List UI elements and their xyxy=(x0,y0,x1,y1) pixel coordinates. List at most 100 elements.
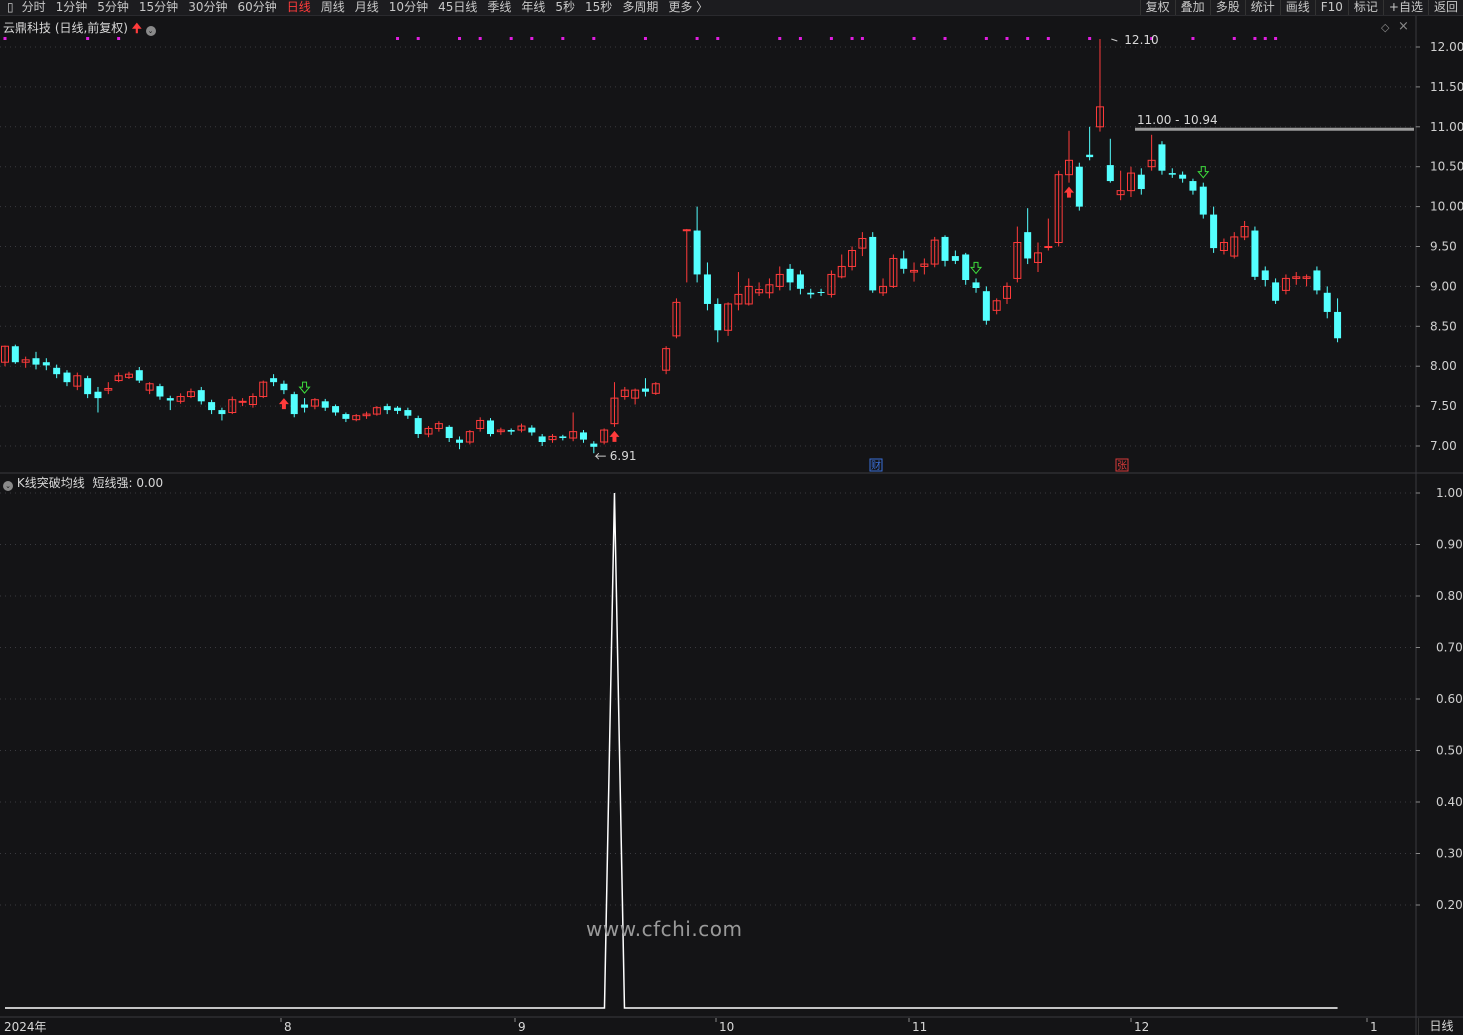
period-tab[interactable]: 日线 xyxy=(286,0,311,14)
signal-dot xyxy=(716,37,720,40)
signal-dot xyxy=(912,37,916,40)
candle-body-down xyxy=(1313,270,1321,291)
diamond-icon[interactable]: ◇ xyxy=(1381,21,1390,34)
high-pointer xyxy=(1111,38,1118,42)
period-tab[interactable]: 15秒 xyxy=(585,0,613,14)
candle-body-up xyxy=(362,413,371,417)
price-tick-label: 11.50 xyxy=(1430,80,1463,94)
period-tab[interactable]: 30分钟 xyxy=(188,0,228,14)
candle-body-up xyxy=(73,375,82,387)
candle-body-down xyxy=(208,402,216,411)
candle-body-down xyxy=(714,303,722,331)
event-marker-box xyxy=(869,458,883,472)
price-tick-label: 8.00 xyxy=(1430,359,1457,373)
candle-body-down xyxy=(786,268,794,283)
toolbar-action-button[interactable]: 复权 xyxy=(1139,0,1175,15)
candle-body-up xyxy=(734,293,743,305)
candle-body-up xyxy=(548,435,557,441)
signal-dot xyxy=(1046,37,1050,40)
panel-toggle-icon[interactable]: ▯ xyxy=(7,0,14,14)
candle-body-down xyxy=(1272,282,1280,301)
settings-circle-icon[interactable]: ⌄ xyxy=(145,26,156,36)
toolbar-action-button[interactable]: +自选 xyxy=(1382,0,1428,15)
candle-body-down xyxy=(590,443,598,447)
close-icon[interactable]: × xyxy=(1398,19,1409,34)
signal-dot xyxy=(117,37,121,40)
indicator-tick-label: 0.70 xyxy=(1436,641,1463,655)
period-tab[interactable]: 10分钟 xyxy=(388,0,429,14)
price-tick-label: 7.50 xyxy=(1430,399,1457,413)
toolbar-action-button[interactable]: 叠加 xyxy=(1174,0,1210,15)
chart-area[interactable]: 7.007.508.008.509.009.5010.0010.5011.001… xyxy=(0,16,1463,1035)
toolbar-action-button[interactable]: 统计 xyxy=(1244,0,1280,15)
candle-body-down xyxy=(1251,230,1259,277)
candle-body-down xyxy=(817,291,825,293)
period-tab[interactable]: 年线 xyxy=(521,0,546,14)
price-tick-label: 10.50 xyxy=(1430,160,1463,174)
candle-body-up xyxy=(238,400,247,403)
toolbar-action-button[interactable]: F10 xyxy=(1314,0,1348,15)
period-tab[interactable]: 15分钟 xyxy=(138,0,179,14)
signal-dot xyxy=(592,37,596,40)
candle-body-down xyxy=(445,426,453,439)
candle-body-up xyxy=(310,399,319,407)
period-tab[interactable]: 分时 xyxy=(21,0,46,14)
candle-body-up xyxy=(176,396,185,402)
candle-body-down xyxy=(321,401,329,408)
candle-body-up xyxy=(517,425,526,431)
period-tab[interactable]: 多周期 xyxy=(622,0,659,14)
buy-arrow-icon xyxy=(278,398,289,410)
candle-body-up xyxy=(755,289,764,294)
candle-body-down xyxy=(796,274,804,289)
signal-dot xyxy=(458,37,462,40)
indicator-name: K线突破均线 xyxy=(16,476,85,490)
time-axis-label: 12 xyxy=(1134,1020,1149,1034)
candle-body-up xyxy=(186,391,195,398)
indicator-tick-label: 0.60 xyxy=(1436,692,1463,706)
time-axis-label: 2024年 xyxy=(4,1020,47,1034)
candle-body-down xyxy=(63,372,71,383)
toolbar-action-button[interactable]: 标记 xyxy=(1347,0,1383,15)
price-tick-label: 10.00 xyxy=(1430,200,1463,214)
signal-dot xyxy=(509,37,513,40)
toolbar-action-button[interactable]: 返回 xyxy=(1427,0,1463,15)
indicator-tick-label: 0.80 xyxy=(1436,589,1463,603)
candle-body-down xyxy=(290,394,298,415)
period-tab[interactable]: 45日线 xyxy=(438,0,478,14)
candle-body-up xyxy=(610,397,619,425)
period-tab[interactable]: 1分钟 xyxy=(55,0,88,14)
candle-body-up xyxy=(476,419,485,429)
candle-body-up xyxy=(1292,276,1301,279)
candle-body-up xyxy=(1126,172,1135,192)
stock-title: 云鼎科技 (日线,前复权) xyxy=(3,21,128,35)
toolbar-action-button[interactable]: 多股 xyxy=(1209,0,1245,15)
low-pointer xyxy=(594,452,606,460)
period-tab[interactable]: 5分钟 xyxy=(97,0,129,14)
period-tab[interactable]: 季线 xyxy=(487,0,512,14)
signal-dot xyxy=(1263,37,1267,40)
period-tab[interactable]: 5秒 xyxy=(555,0,576,14)
candle-body-down xyxy=(42,362,50,366)
candle-body-up xyxy=(496,429,505,433)
period-tab[interactable]: 更多 〉 xyxy=(668,0,709,14)
candle-body-up xyxy=(1013,242,1022,279)
candle-body-up xyxy=(672,301,681,337)
candle-body-up xyxy=(259,381,268,398)
period-tab[interactable]: 60分钟 xyxy=(237,0,277,14)
collapse-circle-icon[interactable]: ⌄ xyxy=(3,481,13,491)
candle-body-up xyxy=(1147,159,1156,168)
candle-body-up xyxy=(631,389,640,399)
indicator-line xyxy=(5,492,1338,1009)
candle-body-down xyxy=(972,282,980,288)
candle-body-down xyxy=(1210,214,1218,249)
candle-body-down xyxy=(456,439,464,443)
candle-body-down xyxy=(280,383,288,391)
bottom-period-tab[interactable]: 日线 xyxy=(1418,1018,1463,1035)
candle-body-up xyxy=(1302,276,1311,279)
time-axis-label: 11 xyxy=(912,1020,927,1034)
toolbar-action-button[interactable]: 画线 xyxy=(1279,0,1315,15)
period-tab[interactable]: 月线 xyxy=(354,0,379,14)
candle-body-up xyxy=(889,257,898,287)
period-tab[interactable]: 周线 xyxy=(320,0,345,14)
candle-body-down xyxy=(1334,311,1342,339)
